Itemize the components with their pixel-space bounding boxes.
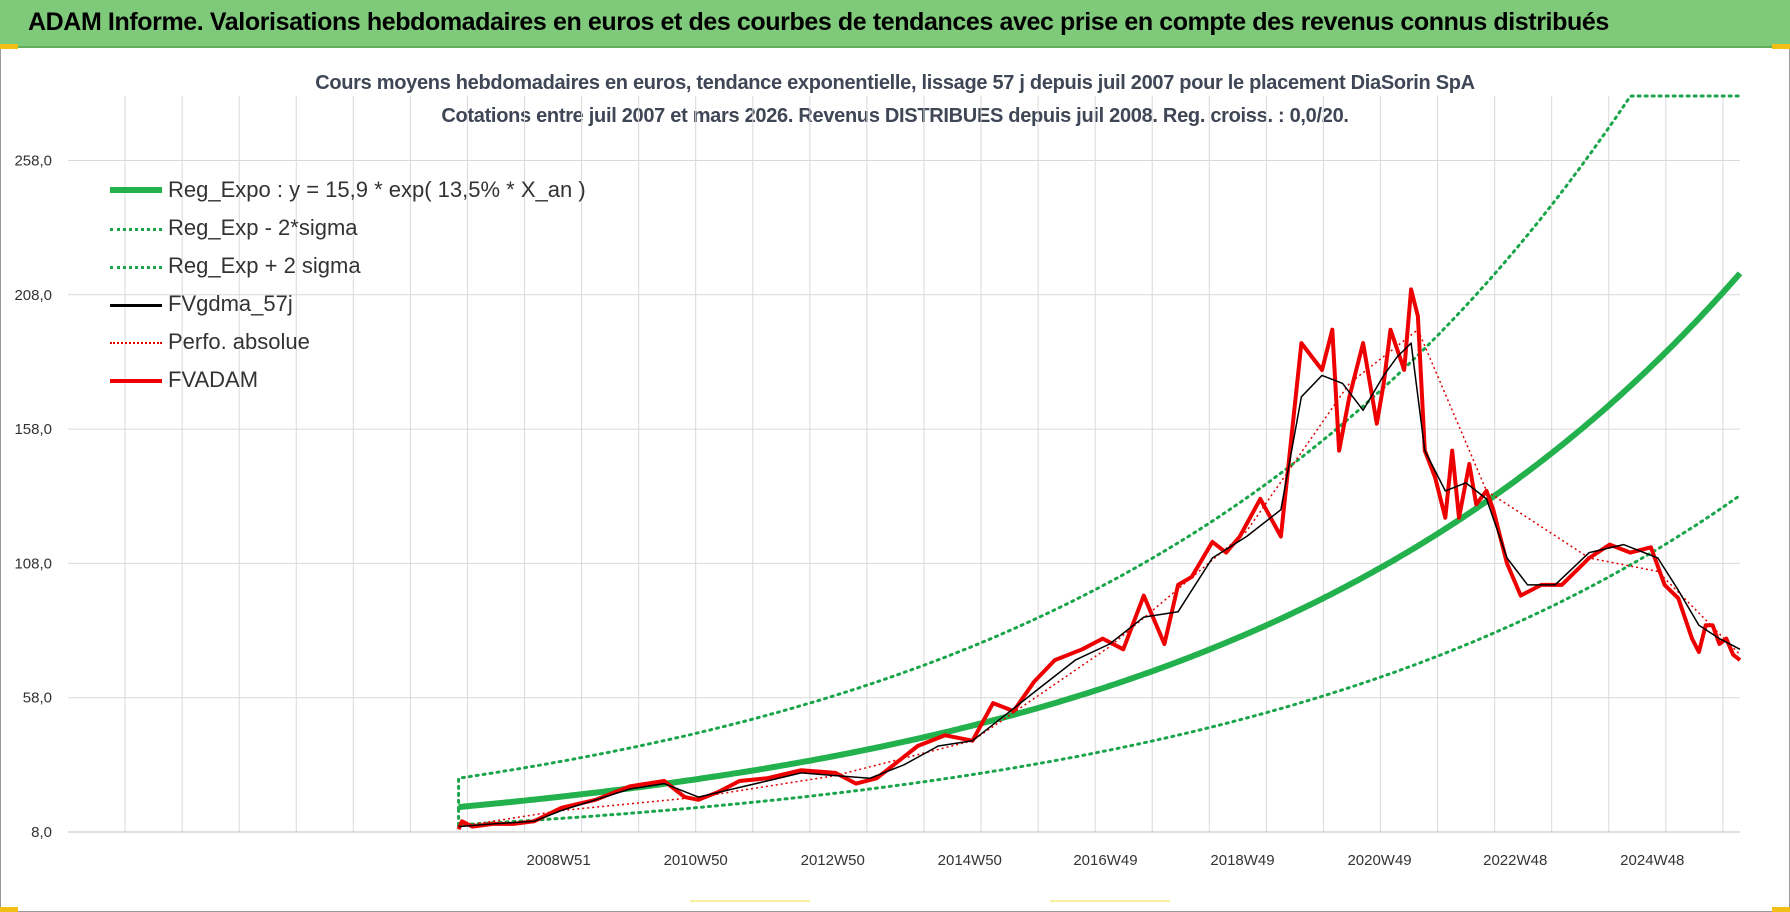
x-axis: 2008W51 2010W50 2012W50 2014W50 2016W49 2018W… <box>68 831 1740 869</box>
x-tick-label: 2012W50 <box>801 852 865 869</box>
bottom-accent-line <box>1050 900 1170 902</box>
x-tick-label: 2008W51 <box>527 852 591 869</box>
report-header: ADAM Informe. Valorisations hebdomadaire… <box>0 0 1790 48</box>
corner-accent <box>0 907 18 912</box>
legend-swatch <box>110 228 162 231</box>
legend-label: FVgdma_57j <box>168 291 293 316</box>
y-tick-label: 208,0 <box>14 287 52 304</box>
y-tick-label: 258,0 <box>14 152 52 169</box>
corner-accent <box>1772 44 1790 49</box>
legend-label: Reg_Exp - 2*sigma <box>168 215 358 240</box>
legend-label: FVADAM <box>168 367 259 392</box>
x-tick-label: 2022W48 <box>1483 852 1547 869</box>
y-tick-label: 158,0 <box>14 421 52 438</box>
y-axis: 8,0 58,0 108,0 158,0 208,0 258,0 <box>14 152 52 841</box>
legend-label: Reg_Expo : y = 15,9 * exp( 13,5% * X_an … <box>168 177 586 202</box>
x-tick-label: 2020W49 <box>1347 852 1411 869</box>
chart-grid <box>68 96 1740 833</box>
y-tick-label: 58,0 <box>23 690 52 707</box>
chart-series <box>456 94 1743 831</box>
chart-subtitle: Cotations entre juil 2007 et mars 2026. … <box>441 105 1349 127</box>
legend-swatch <box>110 187 162 193</box>
fvadam-line <box>456 287 1742 831</box>
x-tick-label: 2014W50 <box>938 852 1002 869</box>
legend-swatch <box>110 266 162 269</box>
y-tick-label: 108,0 <box>14 555 52 572</box>
bottom-accent-line <box>690 900 810 902</box>
x-tick-label: 2010W50 <box>664 852 728 869</box>
reg-expo-line <box>458 271 1743 810</box>
chart-title: Cours moyens hebdomadaires en euros, ten… <box>315 72 1475 94</box>
fvgdma-57j-line <box>458 342 1741 828</box>
report-title: ADAM Informe. Valorisations hebdomadaire… <box>28 8 1609 36</box>
reg-exp-plus-2-sigma-line <box>457 94 1742 811</box>
legend-swatch <box>110 342 162 344</box>
legend-swatch <box>110 304 162 307</box>
corner-accent <box>1772 907 1790 912</box>
y-tick-label: 8,0 <box>31 824 52 841</box>
legend-label: Reg_Exp + 2 sigma <box>168 253 361 278</box>
reg-exp-minus-2-sigma-line <box>457 493 1742 828</box>
x-tick-label: 2024W48 <box>1620 852 1684 869</box>
x-tick-label: 2016W49 <box>1073 852 1137 869</box>
legend-label: Perfo. absolue <box>168 329 310 354</box>
corner-accent <box>0 44 18 49</box>
legend-swatch <box>110 379 162 383</box>
x-tick-label: 2018W49 <box>1210 852 1274 869</box>
